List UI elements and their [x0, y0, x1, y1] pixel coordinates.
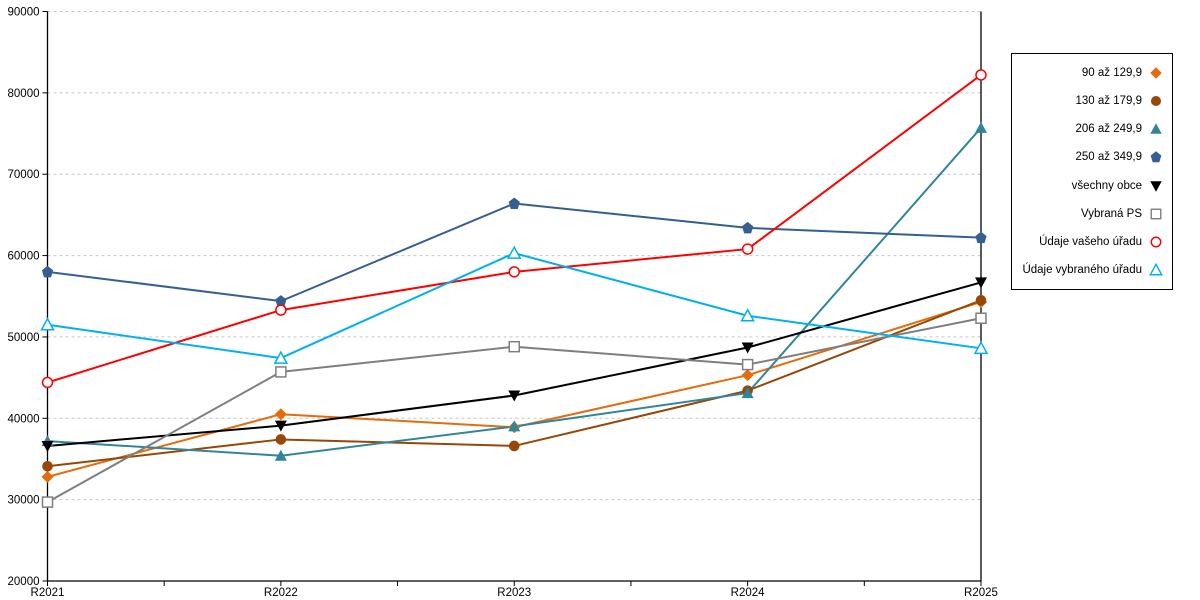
- triangle-down-marker-icon: [1150, 180, 1162, 192]
- square-marker-icon: [508, 340, 520, 353]
- diamond-marker-icon: [274, 408, 287, 421]
- x-axis-label: R2023: [497, 587, 531, 599]
- pentagon-marker-icon: [508, 197, 520, 210]
- circle-marker-icon: [1150, 236, 1162, 248]
- square-marker-icon: [275, 366, 287, 378]
- legend-item-label: 250 až 349,9: [1075, 151, 1142, 164]
- legend-item-label: Vybraná PS: [1081, 207, 1142, 220]
- triangle-down-marker-icon: [975, 277, 987, 289]
- triangle-down-marker-icon: [508, 390, 521, 402]
- legend-item-label: Údaje vašeho úřadu: [1039, 235, 1142, 248]
- x-axis-label: R2021: [31, 587, 65, 599]
- legend-item-label: všechny obce: [1071, 179, 1142, 192]
- y-axis-label: 90000: [8, 7, 40, 19]
- triangle-down-marker-icon: [274, 420, 287, 432]
- circle-marker-icon: [1150, 236, 1162, 248]
- square-marker-icon: [41, 496, 54, 508]
- legend-item: Vybraná PS: [1012, 207, 1172, 221]
- y-axis-label: 50000: [8, 332, 40, 344]
- triangle-up-marker-icon: [1150, 123, 1162, 135]
- legend-item: Údaje vybraného úřadu: [1012, 262, 1172, 277]
- square-marker-icon: [1150, 208, 1162, 220]
- square-marker-icon: [975, 312, 987, 324]
- x-axis-label: R2022: [264, 587, 298, 599]
- circle-marker-icon: [42, 460, 53, 472]
- circle-marker-icon: [975, 295, 987, 306]
- legend-item: 250 až 349,9: [1012, 150, 1172, 164]
- legend-item-label: 90 až 129,9: [1081, 67, 1142, 80]
- legend-item: 130 až 179,9: [1012, 94, 1172, 108]
- legend-item: všechny obce: [1012, 179, 1172, 193]
- square-marker-icon: [1150, 208, 1162, 220]
- triangle-up-marker-icon: [975, 121, 987, 133]
- triangle-up-marker-icon: [973, 340, 989, 355]
- pentagon-marker-icon: [41, 265, 54, 278]
- legend-item: 90 až 129,9: [1012, 66, 1172, 80]
- series-line: [47, 127, 982, 457]
- x-axis-label: R2024: [731, 587, 765, 599]
- circle-marker-icon: [41, 376, 54, 389]
- pentagon-marker-icon: [1150, 151, 1162, 163]
- pentagon-marker-icon: [742, 221, 754, 234]
- triangle-up-marker-icon: [274, 449, 287, 461]
- circle-marker-icon: [741, 243, 754, 255]
- diamond-marker-icon: [1150, 67, 1162, 79]
- legend-item-label: 206 až 249,9: [1075, 123, 1142, 136]
- pentagon-marker-icon: [975, 231, 987, 244]
- y-axis-label: 80000: [8, 88, 40, 100]
- circle-marker-icon: [508, 266, 520, 278]
- triangle-up-marker-icon: [40, 317, 55, 331]
- triangle-down-marker-icon: [1150, 180, 1162, 192]
- circle-marker-icon: [275, 434, 287, 445]
- triangle-up-marker-icon: [1149, 262, 1163, 276]
- legend-item: 206 až 249,9: [1012, 122, 1172, 136]
- x-axis-label: R2025: [964, 587, 998, 599]
- square-marker-icon: [741, 358, 754, 371]
- triangle-up-marker-icon: [1149, 262, 1163, 276]
- pentagon-marker-icon: [275, 295, 287, 307]
- circle-marker-icon: [975, 69, 987, 81]
- y-axis-label: 30000: [8, 495, 40, 507]
- triangle-down-marker-icon: [41, 440, 54, 452]
- triangle-up-marker-icon: [740, 308, 755, 322]
- legend: 90 až 129,9 130 až 179,9 206 až 249,9 250 a…: [1011, 53, 1173, 290]
- y-axis-label: 40000: [8, 413, 40, 425]
- legend-item-label: 130 až 179,9: [1075, 95, 1142, 108]
- circle-marker-icon: [275, 304, 287, 316]
- triangle-up-marker-icon: [508, 420, 521, 432]
- diamond-marker-icon: [1150, 67, 1162, 79]
- circle-marker-icon: [1150, 96, 1162, 107]
- legend-item: Údaje vašeho úřadu: [1012, 235, 1172, 249]
- circle-marker-icon: [508, 440, 520, 452]
- legend-item-label: Údaje vybraného úřadu: [1022, 263, 1142, 276]
- diamond-marker-icon: [741, 369, 754, 382]
- circle-marker-icon: [1150, 96, 1162, 107]
- triangle-up-marker-icon: [1150, 123, 1162, 135]
- pentagon-marker-icon: [1150, 151, 1162, 163]
- triangle-up-marker-icon: [741, 387, 754, 399]
- triangle-down-marker-icon: [741, 342, 754, 354]
- y-axis-label: 60000: [8, 251, 40, 263]
- series-line: [47, 74, 982, 384]
- y-axis-label: 70000: [8, 169, 40, 181]
- y-axis-label: 20000: [8, 576, 40, 588]
- triangle-up-marker-icon: [506, 245, 522, 259]
- triangle-up-marker-icon: [273, 350, 289, 364]
- diamond-marker-icon: [41, 470, 54, 483]
